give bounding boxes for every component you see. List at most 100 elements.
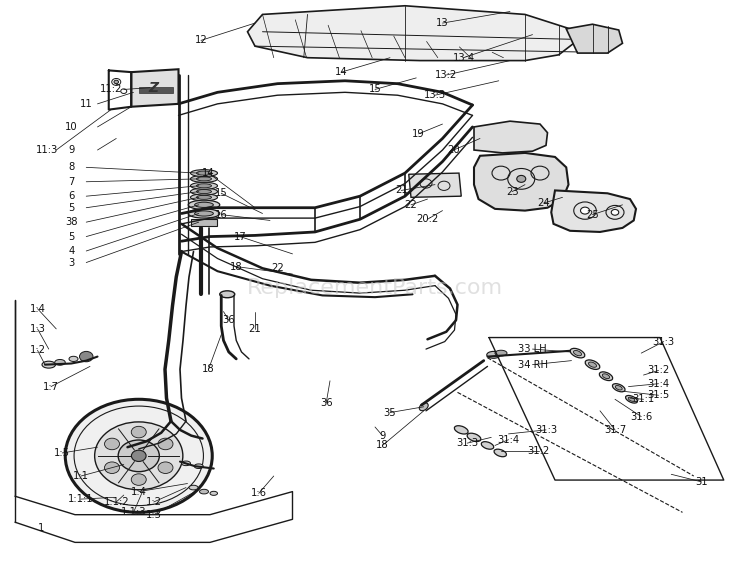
Text: 15: 15 [214, 188, 228, 198]
Ellipse shape [55, 359, 65, 365]
Ellipse shape [194, 464, 203, 469]
Text: 31:6: 31:6 [630, 411, 652, 422]
Text: 31:7: 31:7 [604, 425, 626, 435]
Text: 24: 24 [538, 198, 550, 208]
Ellipse shape [42, 361, 56, 368]
Ellipse shape [196, 171, 211, 175]
Ellipse shape [482, 441, 494, 449]
Text: 14: 14 [202, 168, 214, 178]
Text: 1:3: 1:3 [29, 324, 46, 334]
Text: 33 LH: 33 LH [518, 344, 547, 354]
Text: 1:1:2: 1:1:2 [104, 497, 129, 507]
Text: 31:2: 31:2 [647, 365, 670, 376]
Text: 19: 19 [413, 129, 424, 139]
Text: 5: 5 [68, 203, 74, 213]
Text: 31:3: 31:3 [456, 438, 478, 448]
Ellipse shape [494, 449, 506, 457]
Polygon shape [566, 24, 622, 53]
Circle shape [517, 175, 526, 182]
Text: 10: 10 [65, 122, 77, 132]
Ellipse shape [182, 461, 190, 466]
Text: 36: 36 [223, 315, 235, 325]
Text: 13:4: 13:4 [452, 53, 475, 63]
Text: 31:2: 31:2 [527, 446, 550, 456]
Ellipse shape [195, 203, 214, 207]
Text: 21: 21 [394, 185, 408, 196]
Ellipse shape [196, 195, 211, 200]
Text: 18: 18 [376, 440, 388, 451]
Polygon shape [551, 190, 636, 232]
Text: 1:1:3: 1:1:3 [121, 507, 146, 518]
Ellipse shape [626, 395, 638, 403]
Bar [139, 87, 172, 93]
Ellipse shape [570, 349, 585, 358]
Ellipse shape [574, 350, 581, 356]
Text: 25: 25 [586, 209, 598, 220]
Ellipse shape [419, 403, 428, 411]
Text: 11:2: 11:2 [100, 84, 122, 95]
Text: 22: 22 [272, 263, 284, 273]
Circle shape [80, 351, 93, 362]
Ellipse shape [196, 177, 211, 181]
Text: 9: 9 [68, 145, 74, 155]
Circle shape [131, 474, 146, 485]
Text: 31:3: 31:3 [535, 425, 557, 435]
Text: 13: 13 [436, 18, 448, 28]
Ellipse shape [599, 372, 613, 381]
Circle shape [104, 462, 119, 474]
Text: 22: 22 [405, 200, 418, 210]
Text: 12: 12 [195, 35, 207, 46]
Text: 31: 31 [695, 477, 707, 487]
Text: 13:3: 13:3 [424, 90, 446, 100]
Ellipse shape [615, 385, 622, 390]
Text: 4: 4 [68, 246, 74, 256]
Ellipse shape [495, 350, 507, 356]
Ellipse shape [210, 492, 218, 495]
Text: 3: 3 [68, 257, 74, 268]
Circle shape [131, 450, 146, 462]
Ellipse shape [188, 200, 220, 209]
Circle shape [580, 207, 590, 214]
Text: 1:4: 1:4 [130, 486, 147, 497]
Ellipse shape [188, 209, 220, 218]
Circle shape [131, 426, 146, 438]
Ellipse shape [190, 188, 217, 195]
Ellipse shape [487, 351, 500, 358]
Text: 18: 18 [230, 261, 242, 272]
Polygon shape [131, 69, 178, 107]
Text: 31:1: 31:1 [632, 394, 655, 404]
Text: 1:4: 1:4 [29, 304, 46, 314]
Text: 1: 1 [38, 523, 44, 533]
Text: 14: 14 [335, 67, 347, 77]
Ellipse shape [195, 211, 214, 216]
Ellipse shape [585, 360, 600, 369]
Text: 36: 36 [320, 398, 332, 408]
Text: 31:3: 31:3 [652, 336, 675, 347]
Circle shape [118, 440, 159, 471]
Ellipse shape [200, 489, 208, 494]
Text: 18: 18 [202, 364, 214, 374]
Ellipse shape [190, 170, 217, 177]
Ellipse shape [196, 183, 211, 188]
Text: 31:4: 31:4 [647, 379, 670, 389]
Text: 11: 11 [80, 99, 93, 109]
Text: 1:3: 1:3 [146, 509, 162, 520]
Ellipse shape [189, 485, 198, 490]
Ellipse shape [190, 194, 217, 201]
Text: 1:2: 1:2 [146, 497, 162, 507]
Ellipse shape [190, 182, 217, 189]
Text: 1:7: 1:7 [43, 381, 59, 392]
Text: 5: 5 [68, 231, 74, 242]
Text: 15: 15 [369, 84, 381, 95]
Text: 34 RH: 34 RH [518, 359, 548, 370]
Text: 13:2: 13:2 [435, 70, 457, 80]
Text: 17: 17 [234, 231, 246, 242]
Ellipse shape [454, 426, 468, 434]
Text: 38: 38 [65, 217, 77, 227]
Circle shape [65, 399, 212, 512]
Text: 9: 9 [380, 430, 386, 441]
Ellipse shape [613, 384, 625, 392]
Text: 20: 20 [448, 145, 460, 155]
Circle shape [94, 422, 183, 490]
Text: 7: 7 [68, 177, 74, 187]
